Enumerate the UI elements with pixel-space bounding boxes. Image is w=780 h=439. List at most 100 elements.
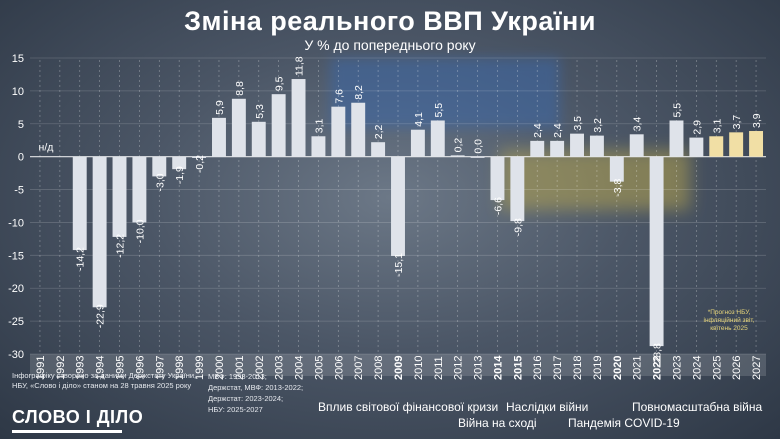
x-tick-label: 2008 xyxy=(373,356,385,380)
data-label: 9,5 xyxy=(274,76,286,91)
bar-1994 xyxy=(92,156,107,308)
y-tick-label: -10 xyxy=(8,217,24,229)
y-tick-label: -30 xyxy=(8,349,24,361)
y-axis: 15 10 5 0 -5 -10 -15 -20 -25 -30 xyxy=(8,53,24,361)
bar-2015 xyxy=(510,156,525,222)
y-tick-label: 15 xyxy=(12,53,24,65)
x-tick-label: 2024 xyxy=(691,356,703,380)
x-tick-label: 2010 xyxy=(413,356,425,380)
x-tick-label: 2019 xyxy=(592,356,604,380)
data-label: 5,9 xyxy=(214,100,226,115)
data-label: 2,4 xyxy=(532,123,544,138)
data-label: 2,9 xyxy=(691,120,703,135)
footer-credit-line: НБУ, «Слово і діло» станом на 28 травня … xyxy=(12,381,192,390)
bar-2023 xyxy=(669,120,684,157)
x-tick-label: 1993 xyxy=(75,356,87,380)
x-tick-label: 2016 xyxy=(532,356,544,380)
x-tick-label: 1995 xyxy=(115,356,127,380)
data-label: -10,0 xyxy=(134,219,146,243)
x-tick-label: 2006 xyxy=(333,356,345,380)
x-tick-label: 2025 xyxy=(711,356,723,380)
bar-1999 xyxy=(192,156,207,158)
period-full-scale-war: Повномасштабна війна xyxy=(632,400,763,414)
y-tick-label: 10 xyxy=(12,86,24,98)
bar-2022 xyxy=(649,156,664,347)
data-label: -14,2 xyxy=(75,247,87,271)
data-label: -0,2 xyxy=(194,155,206,173)
data-label: 7,6 xyxy=(333,89,345,104)
x-tick-label: 2018 xyxy=(572,356,584,380)
bar-2010 xyxy=(410,129,425,157)
x-tick-label: 2001 xyxy=(234,356,246,380)
bar-1997 xyxy=(152,156,167,177)
page-subtitle: У % до попереднього року xyxy=(304,37,476,53)
footer-source-line: МВФ: 1993-2013; xyxy=(208,372,267,381)
x-tick-label: 2011 xyxy=(433,356,445,380)
x-tick-label: 2007 xyxy=(353,356,365,380)
data-label: -3,8 xyxy=(612,179,624,197)
data-label: -22,9 xyxy=(95,304,107,328)
bar-2019 xyxy=(589,135,604,157)
data-label: 3,5 xyxy=(572,116,584,131)
x-axis: 1991 1992 1993 1994 1995 1996 1997 1998 1999 2000… xyxy=(30,354,766,380)
x-tick-label: 2000 xyxy=(214,356,226,380)
x-tick-label: 2009 xyxy=(393,356,405,380)
bar-2025 xyxy=(709,136,724,157)
bar-1995 xyxy=(112,156,127,237)
bar-2005 xyxy=(311,136,326,157)
bar-2009 xyxy=(391,156,405,256)
data-label: -28,8 xyxy=(652,343,664,367)
bar-2012 xyxy=(450,155,465,157)
period-war-in-east: Війна на сході xyxy=(458,416,537,430)
y-tick-label: -25 xyxy=(8,316,24,328)
bar-1998 xyxy=(172,156,187,170)
y-tick-label: -20 xyxy=(8,283,24,295)
x-tick-label: 2023 xyxy=(671,356,683,380)
bar-2007 xyxy=(351,102,366,157)
data-label: 0,2 xyxy=(453,138,465,153)
period-financial-crisis: Вплив світової фінансової кризи xyxy=(318,400,499,414)
bar-2000 xyxy=(212,117,226,157)
footer-source-line: НБУ: 2025-2027 xyxy=(208,405,263,414)
x-tick-label: 1997 xyxy=(154,356,166,380)
x-tick-label: 2015 xyxy=(512,356,524,380)
x-tick-label: 2022 xyxy=(652,356,664,380)
x-tick-label: 2004 xyxy=(294,356,306,380)
x-tick-label: 1999 xyxy=(194,356,206,380)
bar-2006 xyxy=(331,106,346,157)
data-label: -3,0 xyxy=(154,173,166,191)
bar-2008 xyxy=(371,142,386,157)
data-label: 11,8 xyxy=(294,56,306,76)
y-tick-label: 0 xyxy=(18,152,24,164)
data-label: 3,9 xyxy=(751,113,763,128)
bar-2013 xyxy=(470,156,485,158)
background-flag-blue xyxy=(330,58,560,128)
bar-2020 xyxy=(609,156,624,182)
x-tick-label: 2021 xyxy=(632,356,644,380)
bar-2024 xyxy=(689,137,704,157)
data-label: -12,2 xyxy=(115,234,127,258)
x-tick-label: 2017 xyxy=(552,356,564,380)
data-label: 5,3 xyxy=(254,104,266,119)
bar-2011 xyxy=(430,120,445,157)
data-label: 0,0 xyxy=(473,139,485,154)
y-tick-label: -15 xyxy=(8,250,24,262)
bar-2014 xyxy=(490,156,505,201)
data-label: 4,1 xyxy=(413,112,425,127)
data-label: 3,7 xyxy=(731,115,743,130)
logo: СЛОВО І ДІЛО xyxy=(12,407,144,427)
footer-source-line: Держстат, МВФ: 2013-2022; xyxy=(208,383,304,392)
data-label: 2,2 xyxy=(373,124,385,139)
data-label: 3,2 xyxy=(592,118,604,133)
x-tick-label: 2002 xyxy=(254,356,266,380)
bar-1996 xyxy=(132,156,147,223)
x-tick-label: 2027 xyxy=(751,356,763,380)
period-covid: Пандемія COVID-19 xyxy=(568,416,680,430)
data-label: -6,6 xyxy=(492,197,504,215)
bar-2018 xyxy=(570,133,584,157)
page-title: Зміна реального ВВП України xyxy=(184,6,596,36)
bar-2027 xyxy=(749,131,764,157)
x-axis-band xyxy=(30,354,766,376)
